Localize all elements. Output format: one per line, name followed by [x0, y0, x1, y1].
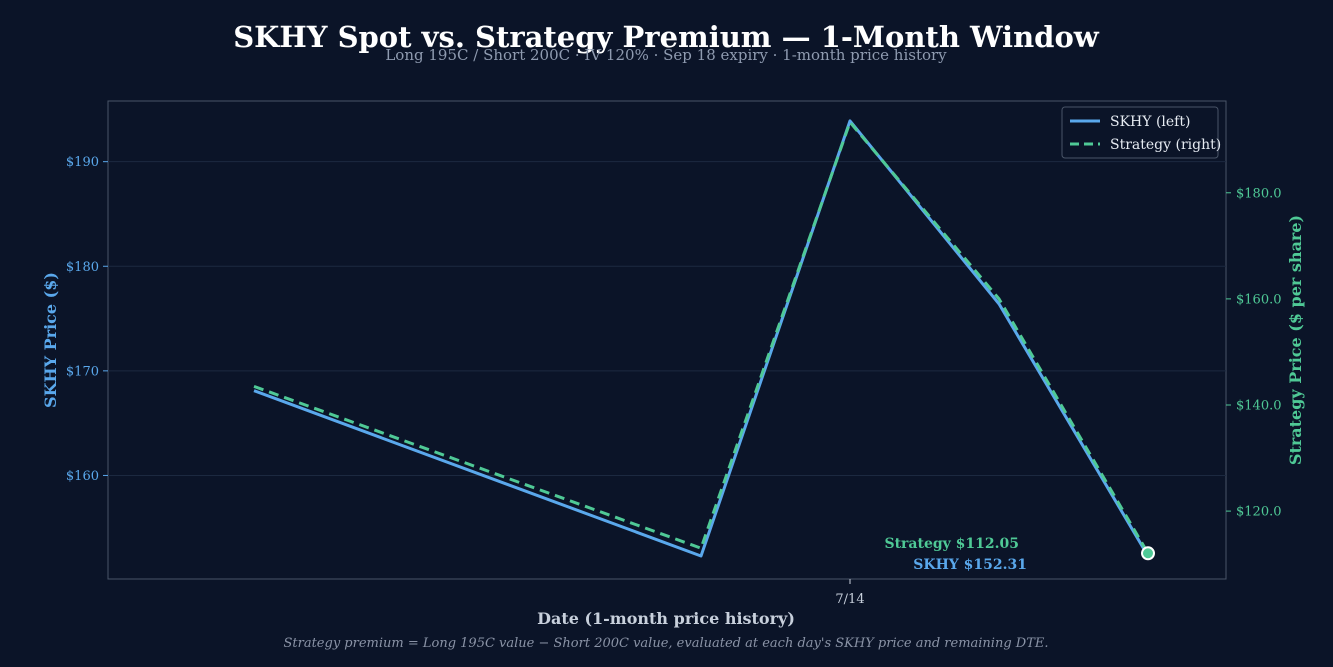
- annotation-strategy: Strategy $112.05: [884, 536, 1019, 552]
- legend-label-skhy: SKHY (left): [1110, 114, 1190, 130]
- last-point-marker: [1141, 546, 1155, 561]
- right-tick-label: $160.0: [1236, 292, 1282, 307]
- right-axis-ticks: $120.0 $140.0 $160.0 $180.0: [1226, 186, 1282, 520]
- y-axis-right-label: Strategy Price ($ per share): [1286, 215, 1305, 465]
- series-layer: [253, 119, 1155, 561]
- left-tick-label: $160: [66, 469, 99, 484]
- right-tick-label: $120.0: [1236, 505, 1282, 520]
- chart-title: SKHY Spot vs. Strategy Premium — 1-Month…: [233, 20, 1100, 54]
- left-tick-label: $170: [66, 364, 99, 379]
- right-tick-label: $140.0: [1236, 398, 1282, 413]
- footnote: Strategy premium = Long 195C value − Sho…: [283, 636, 1048, 651]
- right-tick-label: $180.0: [1236, 186, 1282, 201]
- left-tick-label: $190: [66, 155, 99, 170]
- x-tick-label: 7/14: [835, 592, 864, 607]
- chart-subtitle: Long 195C / Short 200C · IV 120% · Sep 1…: [385, 46, 947, 64]
- left-axis-ticks: $160 $170 $180 $190: [66, 155, 108, 484]
- y-axis-left-label: SKHY Price ($): [41, 272, 60, 408]
- x-axis-ticks: 7/14: [835, 579, 865, 607]
- grid-lines: [108, 161, 1226, 476]
- legend-label-strategy: Strategy (right): [1110, 137, 1221, 153]
- series-line-strategy: [253, 120, 1150, 555]
- left-tick-label: $180: [66, 260, 99, 275]
- x-axis-label: Date (1-month price history): [537, 609, 795, 628]
- legend: SKHY (left) Strategy (right): [1061, 106, 1221, 159]
- plot-area: [107, 100, 1227, 580]
- annotation-skhy: SKHY $152.31: [913, 557, 1027, 573]
- legend-box: [1061, 106, 1219, 159]
- series-line-skhy: [253, 119, 1150, 558]
